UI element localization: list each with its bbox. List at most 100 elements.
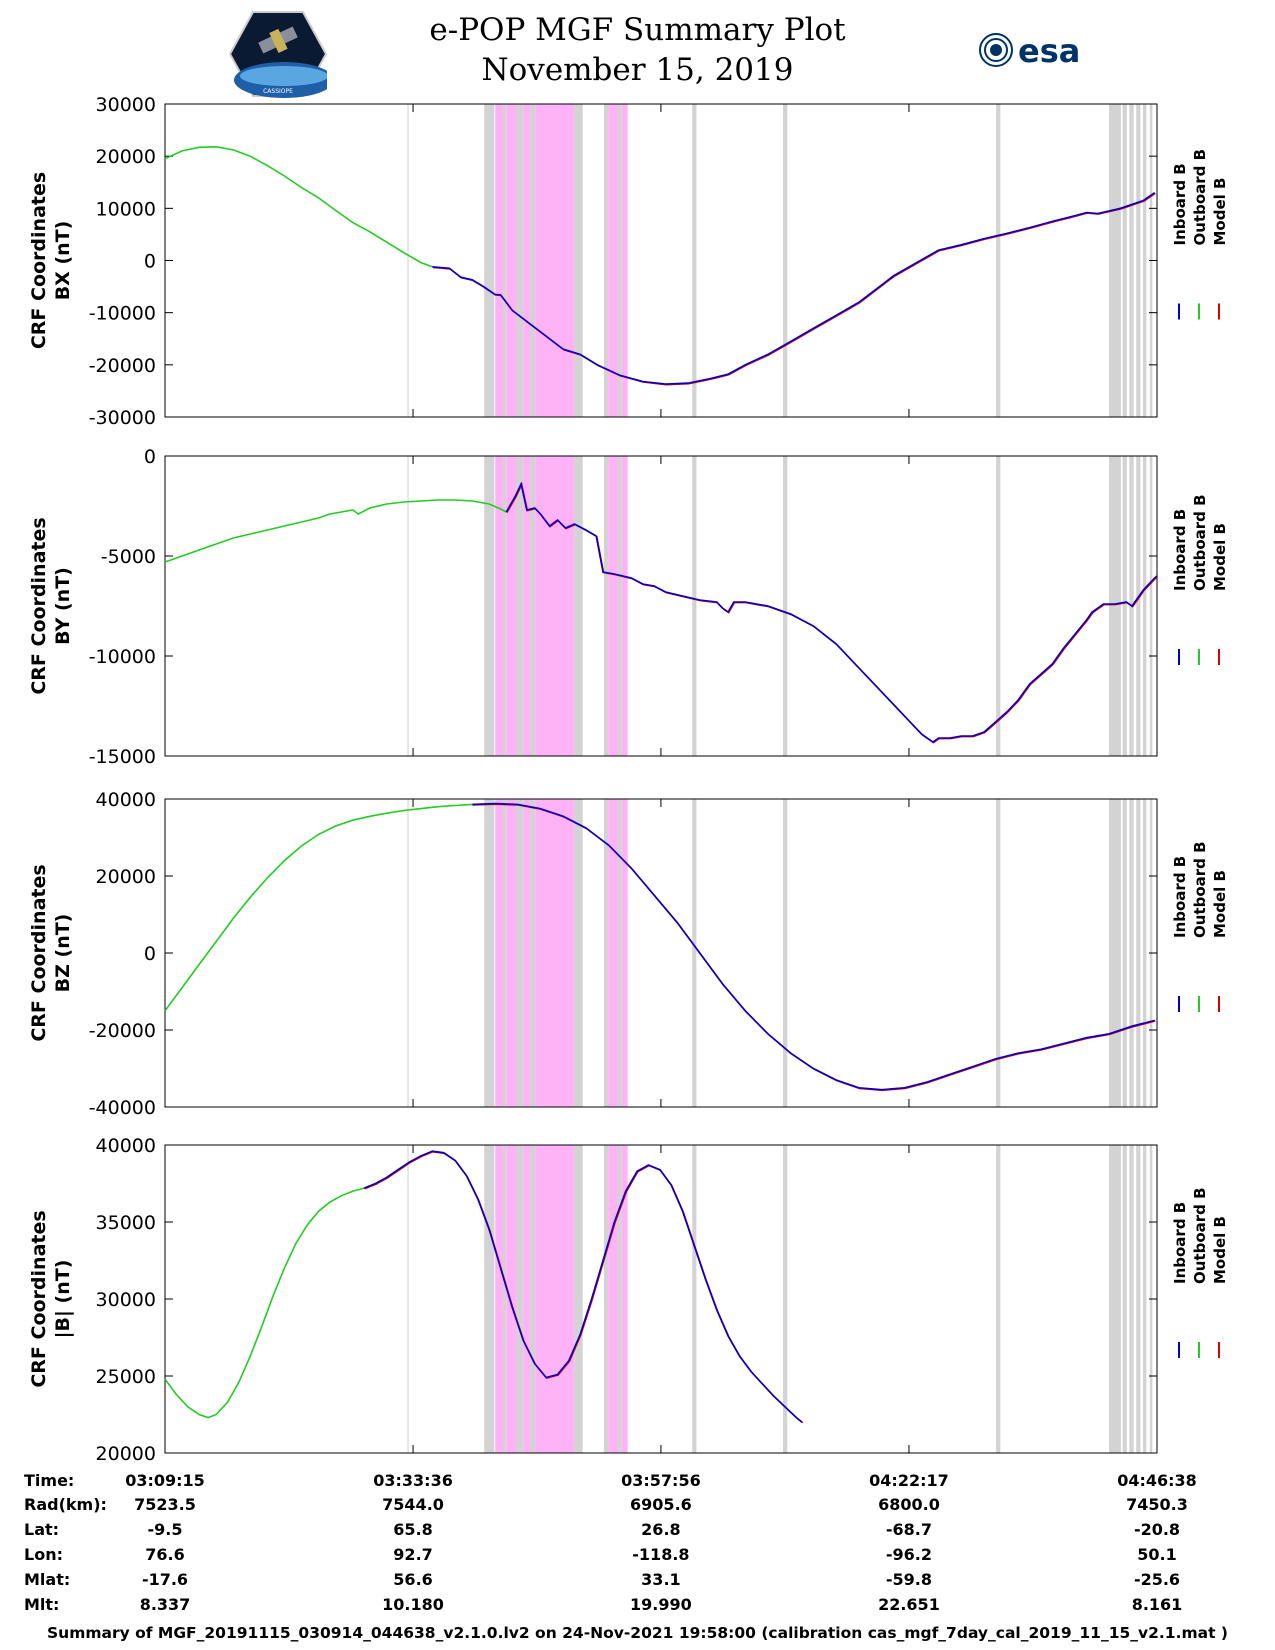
pink-band [535,1145,575,1453]
ephemeris-row-label: Lat: [24,1520,59,1539]
gray-band [1109,799,1121,1107]
ephemeris-value: 04:46:38 [1117,1471,1197,1490]
y-axis-label-line1: CRF Coordinates [28,864,50,1041]
y-axis-label: CRF Coordinates BZ (nT) [28,864,74,1041]
gray-band [617,1145,622,1453]
y-tick-label: 35000 [96,1212,156,1234]
pink-band [506,104,517,417]
ephemeris-value: -9.5 [148,1520,183,1539]
pink-band [495,456,503,756]
gray-band [484,104,495,417]
y-axis-label-line2: BZ (nT) [52,914,74,993]
gray-band [1129,104,1134,417]
gray-band [692,104,697,417]
gray-band [516,104,524,417]
panel-1: 30000 20000 10000 0 -10000 -20000 -30000 CRF Co… [28,94,1229,429]
gray-band [1109,456,1121,756]
ephemeris-value: 92.7 [393,1545,432,1564]
y-tick-label: 25000 [96,1366,156,1388]
pink-band [608,456,618,756]
gray-band [603,104,609,417]
pink-band [523,1145,531,1453]
pink-band [608,104,618,417]
ephemeris-value: 56.6 [393,1570,432,1589]
inboard-b-series [363,1150,803,1423]
gray-band [516,1145,524,1453]
gray-band [1109,1145,1121,1453]
ephemeris-value: 26.8 [641,1520,680,1539]
y-tick-label: -30000 [89,407,156,429]
ephemeris-value: 7523.5 [134,1495,196,1514]
legend-label: Inboard B [1171,856,1189,938]
gray-band [1142,1145,1147,1453]
y-tick-label: 20000 [96,866,156,888]
y-tick-label: 30000 [96,94,156,116]
legend: Inboard B Outboard B Model B [1171,494,1229,665]
gray-band [692,799,697,1107]
y-tick-label: 20000 [96,1443,156,1465]
ephemeris-value: 04:22:17 [869,1471,949,1490]
pink-band [621,456,628,756]
outboard-b-series [164,145,433,268]
ephemeris-value: -96.2 [886,1545,932,1564]
ephemeris-row-label: Rad(km): [24,1495,107,1514]
gray-band [574,456,583,756]
pink-band [621,1145,628,1453]
gray-band [783,456,788,756]
ephemeris-value: 10.180 [382,1595,444,1614]
gray-band [1122,456,1127,756]
gray-band [1142,799,1147,1107]
gray-band [516,799,524,1107]
pink-band [506,799,517,1107]
legend-label: Outboard B [1191,1187,1209,1284]
y-tick-label: -20000 [89,355,156,377]
gray-band [996,1145,1001,1453]
outboard-b-series [164,499,507,563]
ephemeris-value: 6905.6 [630,1495,692,1514]
ephemeris-value: -25.6 [1134,1570,1180,1589]
model-b-series [364,1150,804,1424]
y-tick-label: 10000 [96,198,156,220]
gray-band [996,456,1001,756]
legend: Inboard B Outboard B Model B [1171,841,1229,1012]
outboard-b-series [164,803,473,1012]
pink-band [506,456,517,756]
legend-label: Model B [1211,870,1229,938]
ephemeris-row-label: Mlt: [24,1595,59,1614]
inboard-b-series [472,802,1155,1091]
gray-band [617,104,622,417]
gray-band [1149,456,1153,756]
gray-band [574,799,583,1107]
legend-label: Outboard B [1191,149,1209,246]
gray-band [692,1145,697,1453]
ephemeris-value: -20.8 [1134,1520,1180,1539]
legend: Inboard B Outboard B Model B [1171,1187,1229,1358]
esa-logo: esa [979,32,1080,70]
y-axis-label-line1: CRF Coordinates [28,517,50,694]
ephemeris-row-label: Time: [24,1471,74,1490]
gray-band [1142,104,1147,417]
y-tick-label: -10000 [89,303,156,325]
gray-band [530,1145,536,1453]
y-axis-label-line1: CRF Coordinates [28,1210,50,1387]
pink-band [535,456,575,756]
gray-band [484,1145,495,1453]
gray-band [996,799,1001,1107]
ephemeris-value: 65.8 [393,1520,432,1539]
gray-band [603,1145,609,1453]
gray-band [783,1145,788,1453]
pink-band [506,1145,517,1453]
panel-frame [164,1144,1158,1454]
ephemeris-value: 8.161 [1132,1595,1183,1614]
y-axis-label: CRF Coordinates BY (nT) [28,517,74,694]
ephemeris-value: 8.337 [140,1595,191,1614]
inboard-b-series [505,481,1158,743]
y-tick-label: -15000 [89,746,156,768]
gray-band [574,104,583,417]
gray-band [783,799,788,1107]
panel-3: 40000 20000 0 -20000 -40000 CRF Coordinates BZ… [28,789,1229,1119]
gray-band [1136,456,1141,756]
gray-band [530,799,536,1107]
gray-band [1129,1145,1134,1453]
